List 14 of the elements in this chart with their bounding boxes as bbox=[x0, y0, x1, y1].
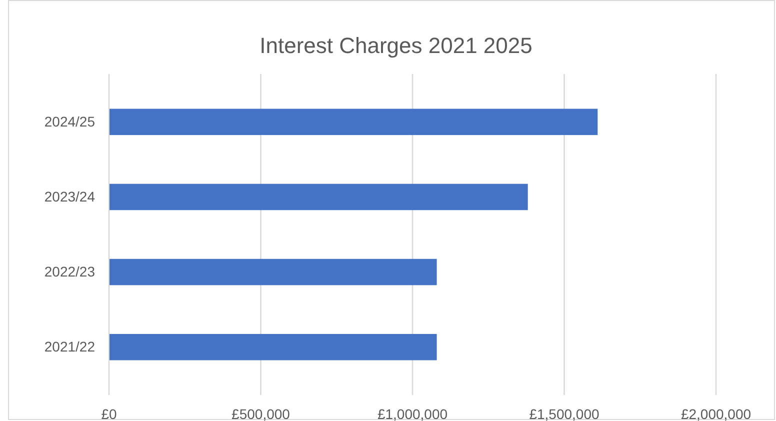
y-tick-label: 2021/22 bbox=[44, 338, 96, 355]
x-tick-label: £500,000 bbox=[232, 406, 290, 421]
y-tick-label: 2024/25 bbox=[44, 113, 96, 130]
bar bbox=[109, 258, 437, 286]
y-tick-label: 2022/23 bbox=[44, 264, 96, 280]
x-tick-label: £1,500,000 bbox=[529, 406, 600, 421]
bar bbox=[109, 184, 528, 210]
bar bbox=[109, 334, 437, 360]
y-tick-label: 2023/24 bbox=[44, 188, 96, 204]
chart-title: Interest Charges 2021 2025 bbox=[260, 33, 532, 58]
x-tick-label: £2,000,000 bbox=[680, 406, 752, 421]
bar bbox=[109, 108, 598, 136]
x-tick-label: £0 bbox=[101, 406, 117, 421]
x-tick-label: £1,000,000 bbox=[377, 406, 448, 421]
